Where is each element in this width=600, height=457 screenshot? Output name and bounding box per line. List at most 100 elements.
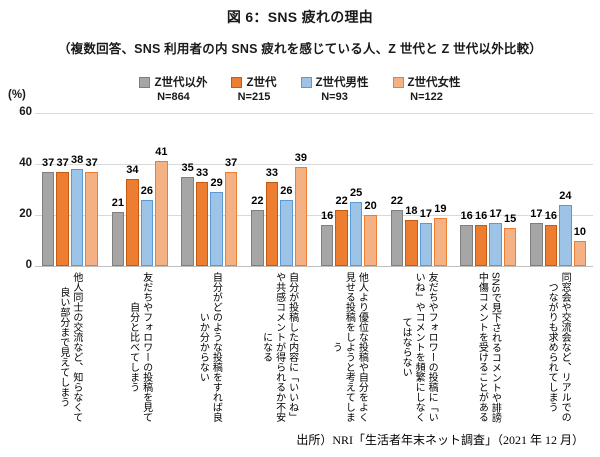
category-label: 友だちやフォロワーの投稿に「いいね」やコメントを頻繁にしなくてはならない xyxy=(400,272,438,422)
figure-subtitle: （複数回答、SNS 利用者の内 SNS 疲れを感じている人、Z 世代と Z 世代… xyxy=(57,42,542,56)
bar xyxy=(111,212,125,266)
bar-value-label: 19 xyxy=(434,202,447,215)
bar-value-label: 24 xyxy=(559,189,572,202)
bar xyxy=(530,222,543,266)
bar-value-label: 20 xyxy=(364,200,377,212)
gridline xyxy=(35,215,593,216)
bar xyxy=(460,225,473,266)
bar xyxy=(489,222,502,266)
bar-value-label: 16 xyxy=(321,210,334,223)
bar-value-label: 34 xyxy=(126,164,139,177)
bar-value-label: 16 xyxy=(544,210,557,223)
bar-value-label: 33 xyxy=(265,166,278,179)
bar-value-label: 26 xyxy=(140,184,153,197)
bar-value-label: 26 xyxy=(280,184,293,197)
y-tick-label: 0 xyxy=(25,259,32,271)
bar xyxy=(364,215,377,266)
bar-value-label: 17 xyxy=(530,207,543,220)
bar xyxy=(405,220,418,266)
y-tick-label: 20 xyxy=(19,208,32,220)
bar xyxy=(195,181,209,266)
legend-item: Z世代以外 N=864 xyxy=(139,74,207,103)
legend-item: Z世代男性 N=93 xyxy=(300,74,369,103)
bar xyxy=(70,169,84,266)
category-label: 友だちやフォロワーの投稿を見て自分と比べてしまう xyxy=(127,272,152,422)
bar-value-label: 38 xyxy=(71,154,84,167)
bar xyxy=(251,209,264,266)
bar xyxy=(56,171,69,266)
bar-value-label: 18 xyxy=(405,205,418,218)
category-label: 他人同士の交流など、知らなくて良い部分まで見えてしまう xyxy=(57,272,82,422)
gridline xyxy=(35,164,593,165)
legend-label: Z世代女性 xyxy=(407,77,461,89)
legend-label: Z世代 xyxy=(246,77,277,89)
bar xyxy=(265,181,279,266)
bar-value-label: 16 xyxy=(475,210,488,223)
bar-value-label: 35 xyxy=(181,161,194,174)
bar-value-label: 33 xyxy=(196,166,209,179)
bar-value-label: 37 xyxy=(85,156,98,169)
x-axis-line xyxy=(35,266,593,267)
bar-value-label: 21 xyxy=(111,197,124,210)
legend: Z世代以外 N=864 Z世代 N=215 Z世代男性 N=93 Z世代女性 N=122 xyxy=(0,74,600,103)
bar-value-label: 37 xyxy=(225,156,238,169)
bar xyxy=(503,227,517,266)
legend-n-label: N=215 xyxy=(237,91,271,103)
bar xyxy=(544,225,558,266)
bar-value-label: 41 xyxy=(155,146,168,159)
legend-label: Z世代以外 xyxy=(154,77,208,89)
source-note: 出所）NRI「生活者年末ネット調査」（2021 年 12 月） xyxy=(296,433,584,447)
bar-value-label: 37 xyxy=(42,156,55,169)
category-label: SNSで見下されるコメントや誹謗中傷コメントを受けることがある xyxy=(476,271,501,423)
bar xyxy=(41,171,55,266)
bar xyxy=(390,209,404,266)
legend-n-label: N=122 xyxy=(410,91,443,103)
bar xyxy=(126,179,139,266)
bar-value-label: 15 xyxy=(504,212,517,225)
bar xyxy=(434,217,447,266)
bar xyxy=(155,161,168,266)
category-label: 自分がどのような投稿をすれば良いか分からない xyxy=(197,272,222,422)
bar xyxy=(349,202,363,266)
legend-item-header: Z世代男性 xyxy=(300,74,369,90)
legend-n-label: N=864 xyxy=(157,91,190,103)
y-tick-label: 60 xyxy=(19,106,32,118)
figure-title: 図 6：SNS 疲れの理由 xyxy=(226,9,374,25)
bar-value-label: 39 xyxy=(294,151,307,164)
legend-swatch xyxy=(231,76,243,88)
legend-item-header: Z世代女性 xyxy=(392,74,461,90)
bar xyxy=(573,240,587,266)
category-label: 自分が投稿した内容に「いいね」や共感コメントが得られるか不安になる xyxy=(260,272,298,422)
bar xyxy=(474,225,488,266)
bar xyxy=(280,199,293,266)
bar xyxy=(224,171,238,266)
legend-item: Z世代女性 N=122 xyxy=(392,74,461,103)
bar-value-label: 29 xyxy=(210,177,223,190)
bar xyxy=(320,225,334,266)
legend-item: Z世代 N=215 xyxy=(231,74,277,103)
bar-value-label: 37 xyxy=(56,156,69,169)
legend-n-label: N=93 xyxy=(321,91,348,103)
bar-value-label: 22 xyxy=(335,194,348,207)
bar xyxy=(335,209,348,266)
bar xyxy=(210,192,223,266)
bar xyxy=(559,204,572,266)
bar-value-label: 25 xyxy=(350,187,363,200)
legend-item-header: Z世代 xyxy=(231,74,277,90)
bar xyxy=(294,166,308,266)
category-label: 他人より優位な投稿や自分をよく見せる投稿をしようと考えてしまう xyxy=(330,272,368,422)
bar-value-label: 10 xyxy=(573,225,586,238)
bar xyxy=(140,199,154,266)
bar-value-label: 17 xyxy=(489,207,502,220)
bar-value-label: 16 xyxy=(460,210,473,223)
category-label: 同窓会や交流会など、リアルでのつながりも求められてしまう xyxy=(546,272,571,422)
bar-value-label: 22 xyxy=(251,194,264,207)
bar xyxy=(419,222,433,266)
y-tick-label: 40 xyxy=(19,157,32,169)
bar-value-label: 17 xyxy=(419,207,432,220)
bar xyxy=(181,176,194,266)
bar-value-label: 22 xyxy=(390,194,403,207)
legend-item-header: Z世代以外 xyxy=(139,74,207,90)
legend-swatch xyxy=(392,76,404,88)
